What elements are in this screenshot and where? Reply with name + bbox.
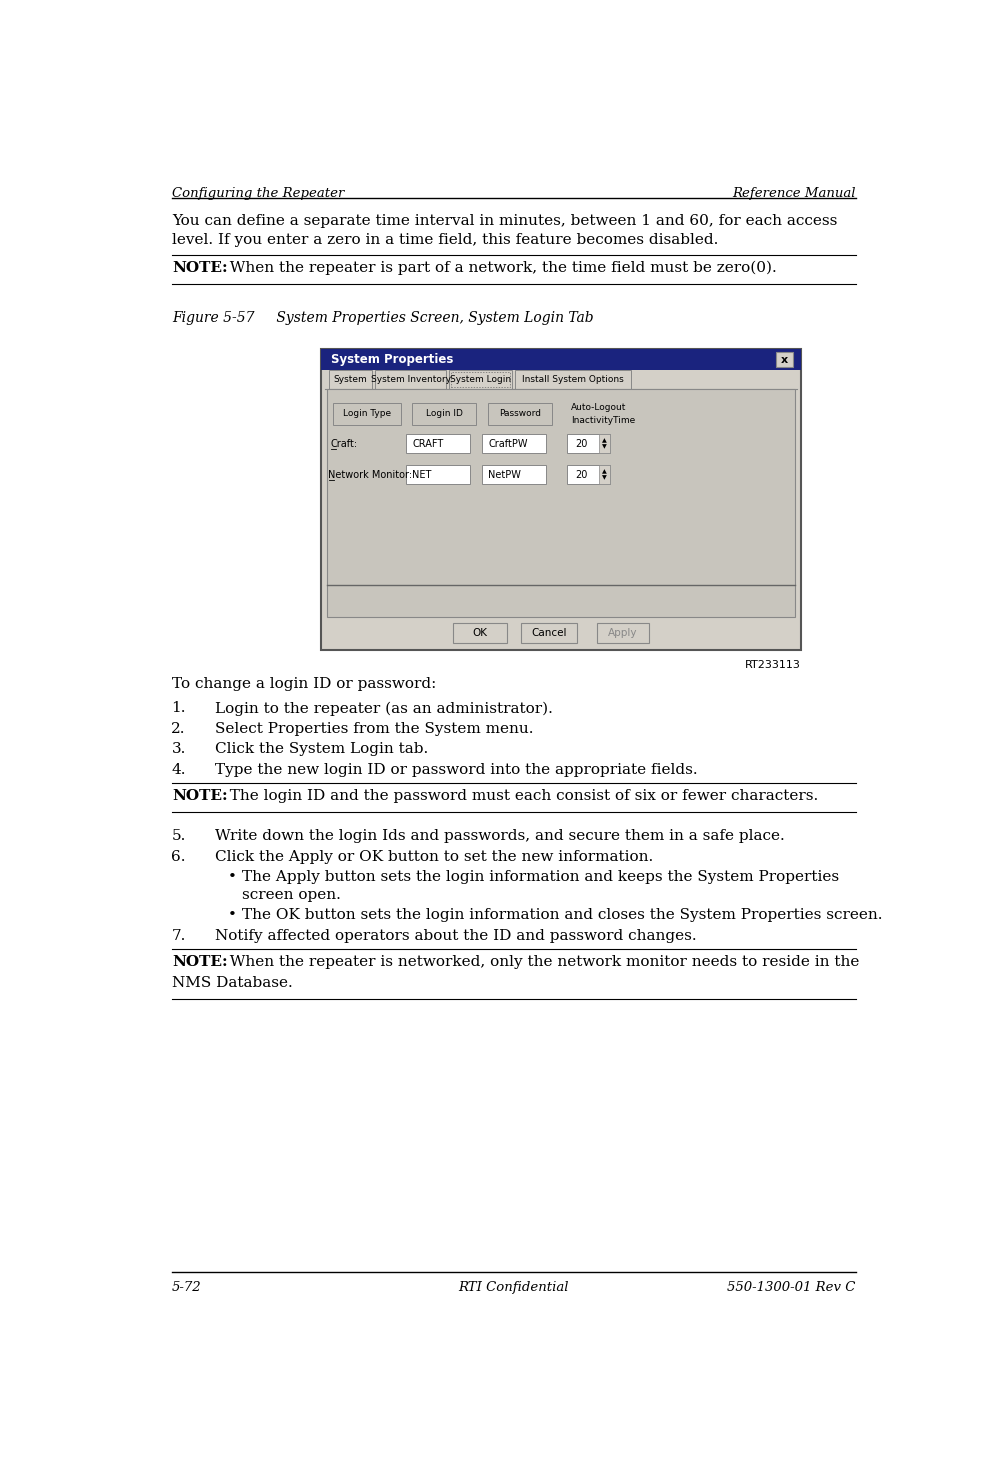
Text: InactivityTime: InactivityTime	[571, 416, 635, 425]
Text: 3.: 3.	[171, 743, 186, 756]
Text: ▲: ▲	[602, 438, 607, 444]
Text: NOTE:: NOTE:	[172, 955, 228, 970]
Bar	[406, 464, 470, 485]
Text: When the repeater is part of a network, the time field must be zero(0).: When the repeater is part of a network, …	[220, 261, 777, 275]
Text: Login Type: Login Type	[343, 409, 391, 418]
Text: ▼: ▼	[602, 445, 607, 450]
Text: 1.: 1.	[171, 702, 186, 715]
FancyBboxPatch shape	[321, 350, 801, 650]
Text: 5-72: 5-72	[172, 1280, 202, 1294]
Text: NMS Database.: NMS Database.	[172, 976, 293, 990]
Text: OK: OK	[472, 628, 488, 637]
Bar	[597, 623, 649, 643]
Text: Click the Apply or OK button to set the new information.: Click the Apply or OK button to set the …	[215, 850, 653, 863]
Text: Type the new login ID or password into the appropriate fields.: Type the new login ID or password into t…	[215, 763, 697, 776]
Text: level. If you enter a zero in a time field, this feature becomes disabled.: level. If you enter a zero in a time fie…	[172, 233, 718, 248]
Bar	[333, 403, 401, 425]
Bar	[329, 369, 372, 388]
Text: Auto-Logout: Auto-Logout	[571, 403, 626, 413]
Bar	[450, 372, 510, 387]
Text: ▲: ▲	[602, 469, 607, 475]
Text: 7.: 7.	[171, 929, 186, 942]
Bar	[327, 388, 795, 617]
Text: System: System	[333, 375, 367, 384]
Text: The login ID and the password must each consist of six or fewer characters.: The login ID and the password must each …	[220, 790, 819, 803]
Text: System Properties: System Properties	[331, 353, 453, 366]
Bar	[452, 623, 506, 643]
Text: System Inventory: System Inventory	[370, 375, 451, 384]
Text: x: x	[781, 355, 788, 365]
Bar	[406, 434, 470, 453]
Text: Login to the repeater (as an administrator).: Login to the repeater (as an administrat…	[215, 702, 553, 716]
Bar	[489, 403, 552, 425]
Text: RTI Confidential: RTI Confidential	[458, 1280, 569, 1294]
Text: Reference Manual: Reference Manual	[732, 188, 856, 201]
Text: 20: 20	[575, 440, 587, 450]
Text: NOTE:: NOTE:	[172, 790, 228, 803]
Text: Login ID: Login ID	[426, 409, 462, 418]
Text: Write down the login Ids and passwords, and secure them in a safe place.: Write down the login Ids and passwords, …	[215, 829, 784, 844]
Text: CRAFT: CRAFT	[412, 440, 443, 450]
Text: System Login: System Login	[450, 375, 511, 384]
Text: 5.: 5.	[171, 829, 186, 844]
Text: To change a login ID or password:: To change a login ID or password:	[172, 677, 436, 690]
Text: NetPW: NetPW	[489, 470, 521, 481]
Text: CraftPW: CraftPW	[489, 440, 528, 450]
Text: 20: 20	[575, 470, 587, 481]
Bar	[775, 352, 793, 368]
Text: 6.: 6.	[171, 850, 186, 863]
Bar	[567, 434, 610, 453]
Text: ▼: ▼	[602, 476, 607, 481]
Bar	[448, 369, 512, 388]
Text: The OK button sets the login information and closes the System Properties screen: The OK button sets the login information…	[241, 908, 883, 923]
Bar	[514, 369, 630, 388]
Text: Apply: Apply	[609, 628, 637, 637]
Text: Notify affected operators about the ID and password changes.: Notify affected operators about the ID a…	[215, 929, 696, 942]
Text: Click the System Login tab.: Click the System Login tab.	[215, 743, 427, 756]
Text: Password: Password	[499, 409, 541, 418]
Text: 4.: 4.	[171, 763, 186, 776]
Text: 2.: 2.	[171, 722, 186, 735]
Text: NET: NET	[412, 470, 431, 481]
Text: 550-1300-01 Rev C: 550-1300-01 Rev C	[727, 1280, 856, 1294]
Text: Configuring the Repeater: Configuring the Repeater	[172, 188, 345, 201]
Text: screen open.: screen open.	[241, 888, 341, 902]
Text: Craft:: Craft:	[331, 440, 358, 450]
Text: •: •	[228, 870, 236, 883]
Bar	[482, 434, 546, 453]
Text: RT233113: RT233113	[746, 659, 801, 670]
Text: Select Properties from the System menu.: Select Properties from the System menu.	[215, 722, 533, 735]
Bar	[375, 369, 446, 388]
Text: You can define a separate time interval in minutes, between 1 and 60, for each a: You can define a separate time interval …	[172, 214, 837, 229]
Bar	[482, 464, 546, 485]
Bar	[599, 464, 611, 485]
Text: •: •	[228, 908, 236, 923]
Bar	[412, 403, 476, 425]
Text: Cancel: Cancel	[532, 628, 567, 637]
Text: NOTE:: NOTE:	[172, 261, 228, 275]
Text: Install System Options: Install System Options	[522, 375, 624, 384]
Bar	[599, 434, 611, 453]
Bar	[521, 623, 577, 643]
Bar	[567, 464, 610, 485]
Text: When the repeater is networked, only the network monitor needs to reside in the: When the repeater is networked, only the…	[220, 955, 859, 970]
Text: Figure 5-57     System Properties Screen, System Login Tab: Figure 5-57 System Properties Screen, Sy…	[172, 311, 594, 325]
Text: The Apply button sets the login information and keeps the System Properties: The Apply button sets the login informat…	[241, 870, 839, 883]
Bar	[321, 350, 801, 369]
Text: Network Monitor:: Network Monitor:	[329, 470, 413, 481]
